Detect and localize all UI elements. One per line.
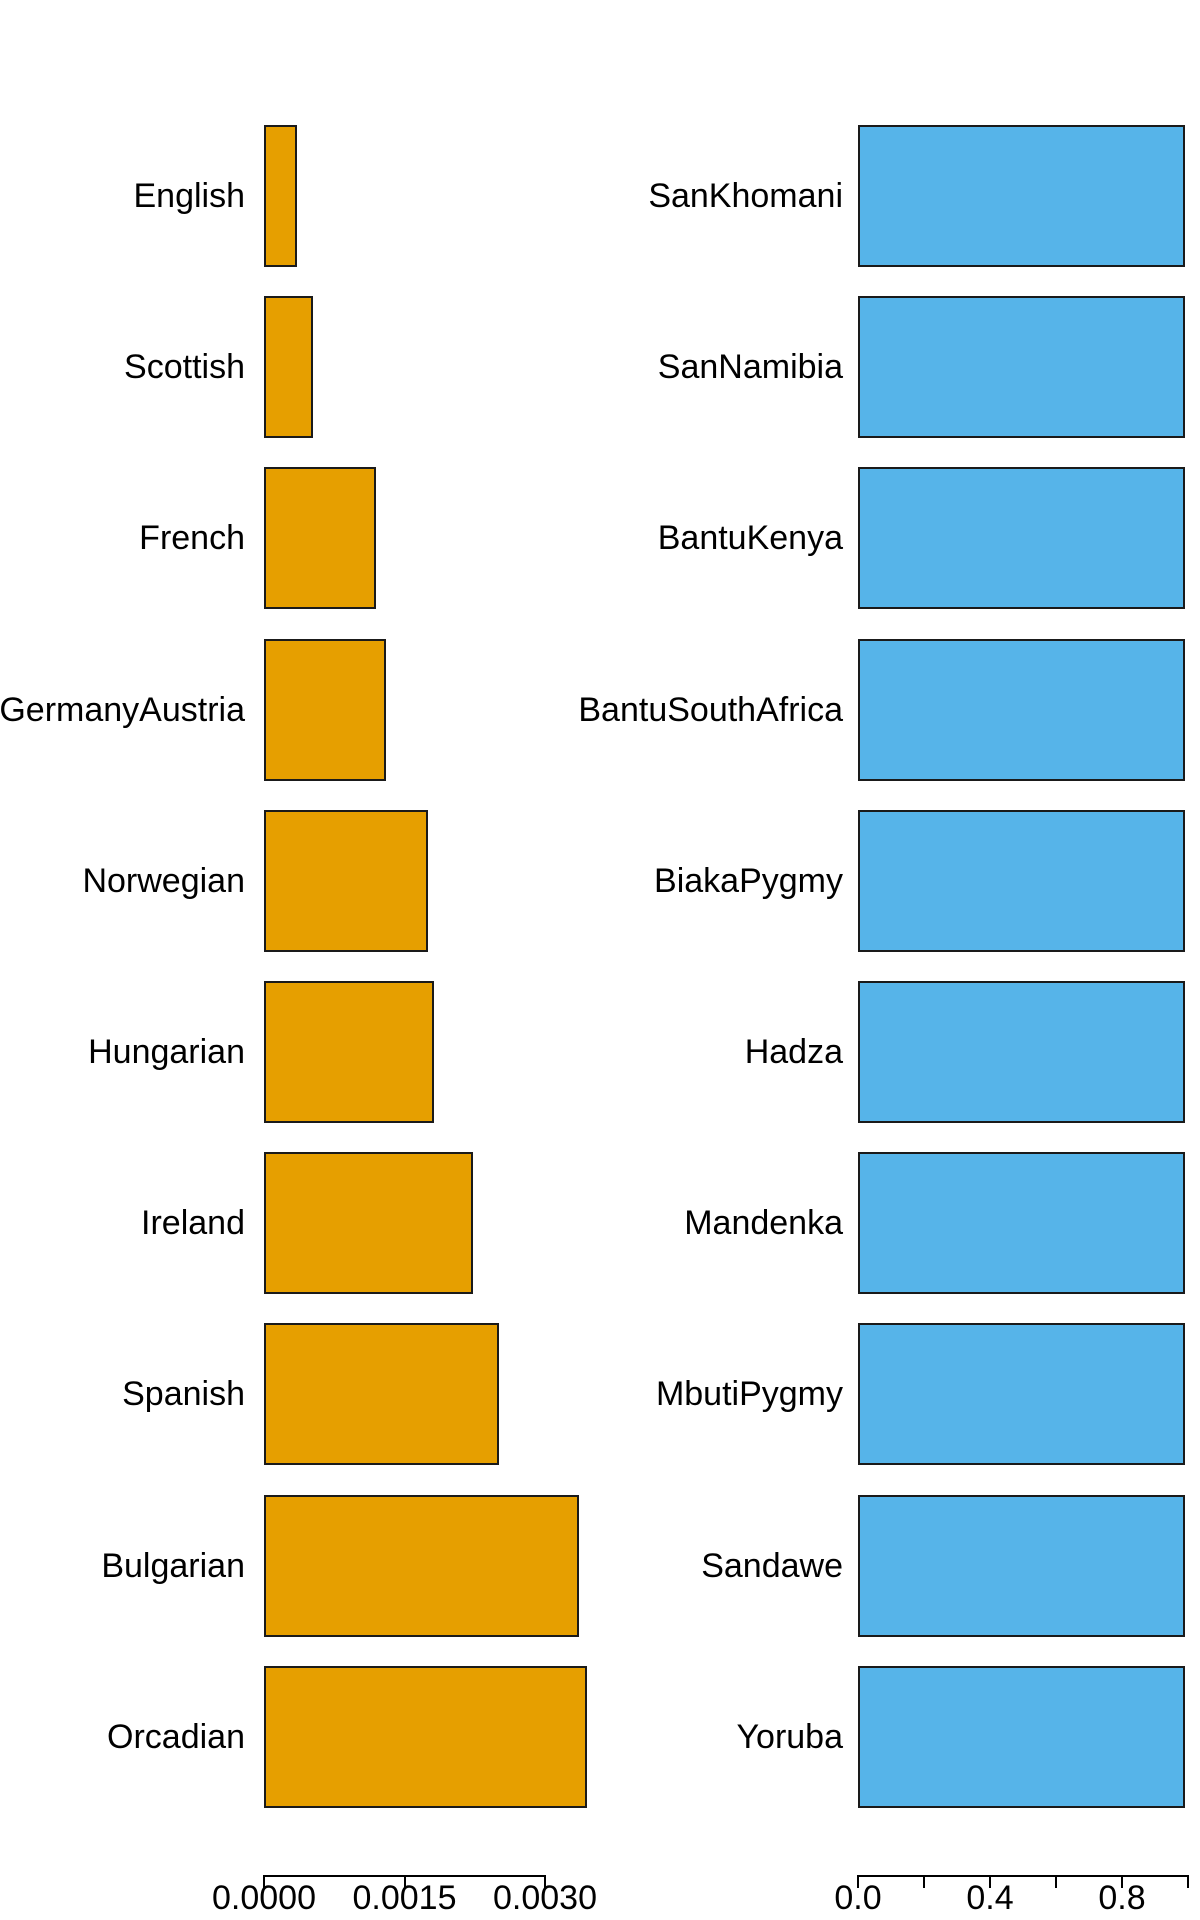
x-axis-tick (544, 1875, 546, 1888)
x-axis-tick (923, 1875, 925, 1888)
category-label: BiakaPygmy (654, 862, 843, 900)
bar (264, 296, 313, 438)
bar (264, 125, 297, 267)
bar (264, 1495, 579, 1637)
x-axis-tick (857, 1875, 859, 1888)
bar (858, 1666, 1185, 1808)
category-label: English (133, 177, 245, 215)
category-label: Yoruba (736, 1718, 843, 1756)
x-axis-tick (989, 1875, 991, 1888)
bar (264, 810, 428, 952)
category-label: Mandenka (684, 1204, 843, 1242)
category-label: SanKhomani (648, 177, 843, 215)
category-label: Bulgarian (101, 1547, 245, 1585)
bar (264, 1323, 500, 1465)
category-label: Norwegian (82, 862, 245, 900)
category-label: Orcadian (107, 1718, 245, 1756)
x-axis-tick (1187, 1875, 1189, 1888)
category-label: BantuKenya (657, 519, 843, 557)
bar (858, 981, 1185, 1123)
bar (858, 1152, 1185, 1294)
bar (858, 639, 1185, 781)
category-label: GermanyAustria (0, 691, 245, 729)
bar (858, 467, 1185, 609)
bar (264, 1152, 473, 1294)
bar (264, 1666, 588, 1808)
x-axis-tick (1055, 1875, 1057, 1888)
x-axis-tick-label: 0.0015 (352, 1879, 457, 1917)
x-axis-tick (263, 1875, 265, 1888)
category-label: Ireland (141, 1204, 245, 1242)
bar (264, 467, 377, 609)
bar (858, 125, 1185, 267)
x-axis-tick (403, 1875, 406, 1888)
bar (858, 1495, 1185, 1637)
x-axis-tick-label: 0.8 (1098, 1879, 1146, 1917)
category-label: Spanish (122, 1375, 245, 1413)
x-axis-tick-label: 0.4 (966, 1879, 1014, 1917)
category-label: Sandawe (701, 1547, 843, 1585)
category-label: SanNamibia (657, 348, 843, 386)
category-label: Hadza (744, 1033, 843, 1071)
x-axis-tick (1121, 1875, 1123, 1888)
category-label: Hungarian (88, 1033, 245, 1071)
x-axis-tick-label: 0.0000 (212, 1879, 316, 1917)
x-axis-tick-label: 0.0 (834, 1879, 882, 1917)
category-label: MbutiPygmy (655, 1375, 843, 1413)
bar (858, 1323, 1185, 1465)
category-label: Scottish (124, 348, 245, 386)
bar (858, 810, 1185, 952)
x-axis-tick-label: 0.0030 (493, 1879, 597, 1917)
category-label: French (139, 519, 245, 557)
bar (264, 639, 386, 781)
bar (858, 296, 1185, 438)
x-axis-line (858, 1875, 1188, 1877)
bar (264, 981, 434, 1123)
category-label: BantuSouthAfrica (578, 691, 843, 729)
